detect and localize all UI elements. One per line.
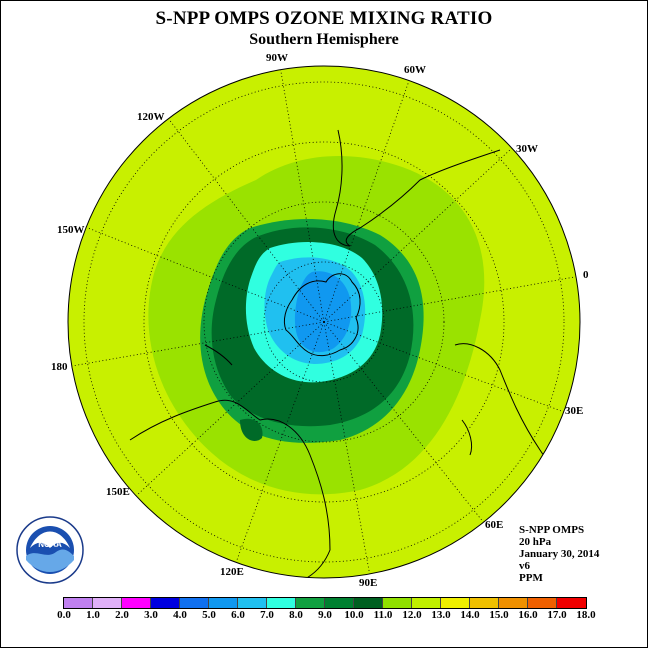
color-scale-segment — [354, 598, 383, 608]
color-scale-segment — [412, 598, 441, 608]
color-scale-tick-label: 5.0 — [202, 609, 216, 621]
lon-label-120w: 120W — [137, 111, 165, 123]
lon-label-90w: 90W — [266, 52, 288, 64]
color-scale-segment — [180, 598, 209, 608]
meridian-180 — [71, 321, 325, 367]
latitude-circle-45s — [203, 201, 445, 443]
lon-label-180: 180 — [51, 361, 68, 373]
lon-label-120e: 120E — [220, 566, 244, 578]
color-scale-segment — [209, 598, 238, 608]
lon-label-0: 0 — [583, 269, 589, 281]
lon-label-90e: 90E — [359, 577, 377, 589]
map-boundary — [67, 65, 581, 579]
coastline-antarctica — [283, 273, 361, 357]
latitude-circle-15s — [83, 81, 565, 563]
page-title: S-NPP OMPS OZONE MIXING RATIO — [155, 8, 493, 29]
color-scale-tick-label: 12.0 — [402, 609, 422, 621]
lon-label-150w: 150W — [57, 224, 85, 236]
color-scale-tick-label: 2.0 — [115, 609, 129, 621]
color-scale-segment — [238, 598, 267, 608]
meridian-90w — [279, 66, 325, 323]
latitude-circle-60s — [263, 261, 385, 383]
product-info: S-NPP OMPS 20 hPa January 30, 2014 v6 PP… — [519, 524, 599, 584]
coastline-new-zealand — [204, 344, 233, 366]
meridian-150w — [87, 227, 325, 323]
lon-label-60w: 60W — [404, 64, 426, 76]
noaa-logo-icon: NOAA — [16, 516, 84, 584]
color-scale-segment — [122, 598, 151, 608]
color-scale-tick-label: 15.0 — [489, 609, 509, 621]
lon-label-30w: 30W — [516, 143, 538, 155]
color-scale-labels: 0.0 1.0 2.0 3.0 4.0 5.0 6.0 7.0 8.0 9.0 10.0 11.0 12… — [0, 609, 648, 623]
page-subtitle: Southern Hemisphere — [249, 31, 399, 48]
meridian-30e — [323, 321, 565, 413]
color-scale-segment — [296, 598, 325, 608]
meridian-120w — [167, 117, 325, 323]
color-scale-tick-label: 3.0 — [144, 609, 158, 621]
color-scale-tick-label: 8.0 — [289, 609, 303, 621]
latitude-circle-30s — [143, 141, 505, 503]
coastline-south-america — [332, 129, 501, 247]
color-scale-tick-label: 0.0 — [57, 609, 71, 621]
coastline-madagascar — [461, 419, 473, 456]
noaa-logo-text: NOAA — [38, 540, 62, 549]
meridian-0 — [323, 275, 580, 323]
color-scale-segment — [470, 598, 499, 608]
color-scale-segment — [499, 598, 528, 608]
color-scale-bar — [63, 597, 587, 609]
color-scale-tick-label: 10.0 — [344, 609, 364, 621]
color-scale-segment — [383, 598, 412, 608]
lon-label-150e: 150E — [106, 486, 130, 498]
color-scale-tick-label: 7.0 — [260, 609, 274, 621]
color-scale-segment — [267, 598, 296, 608]
coastline-australia — [129, 399, 331, 578]
color-scale-tick-label: 4.0 — [173, 609, 187, 621]
color-scale-segment — [325, 598, 354, 608]
contour-band-6 — [294, 271, 352, 353]
color-scale-tick-label: 1.0 — [86, 609, 100, 621]
observation-date: January 30, 2014 — [519, 548, 600, 560]
pressure-level: 20 hPa — [519, 536, 552, 548]
meridian-150e — [135, 321, 325, 497]
color-scale-tick-label: 14.0 — [460, 609, 480, 621]
lon-label-30e: 30E — [565, 405, 583, 417]
graticule — [71, 66, 580, 577]
color-scale-segment — [557, 598, 586, 608]
color-scale-tick-label: 6.0 — [231, 609, 245, 621]
color-scale-tick-label: 9.0 — [318, 609, 332, 621]
data-version: v6 — [519, 560, 530, 572]
longitude-labels: 90W 60W 120W 30W 150W 0 180 30E 150E 60E… — [51, 52, 589, 589]
color-scale-segment — [64, 598, 93, 608]
color-scale-tick-label: 17.0 — [547, 609, 567, 621]
instrument-name: S-NPP OMPS — [519, 524, 585, 536]
color-scale-segment — [93, 598, 122, 608]
lon-label-60e: 60E — [485, 519, 503, 531]
color-scale-tick-label: 11.0 — [373, 609, 393, 621]
meridian-30w — [323, 147, 513, 323]
color-scale-segment — [151, 598, 180, 608]
color-scale-tick-label: 16.0 — [518, 609, 538, 621]
color-scale-segment — [441, 598, 470, 608]
color-scale-tick-label: 18.0 — [576, 609, 596, 621]
color-scale-segment — [528, 598, 557, 608]
color-scale-tick-label: 13.0 — [431, 609, 451, 621]
units-label: PPM — [519, 572, 543, 584]
